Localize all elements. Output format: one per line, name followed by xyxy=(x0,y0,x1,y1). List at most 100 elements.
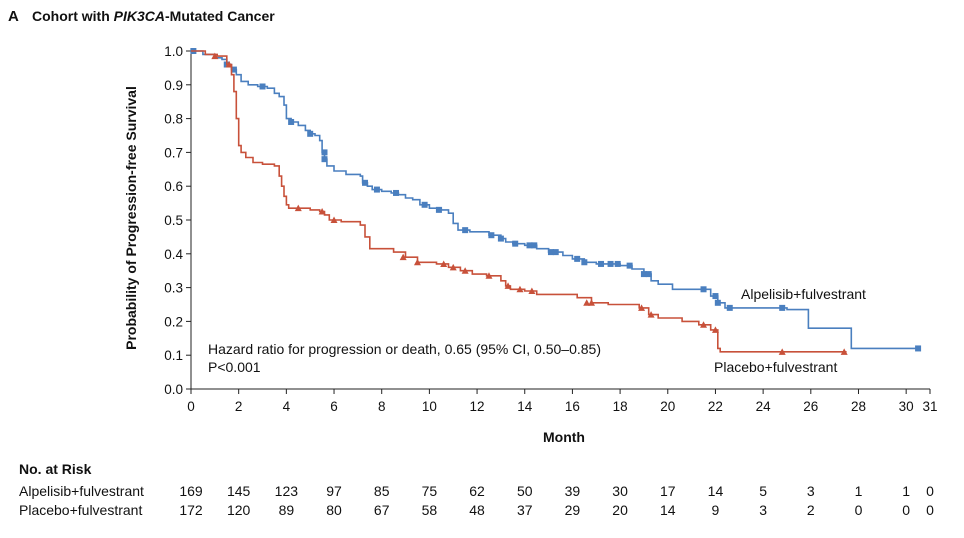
x-tick-label: 28 xyxy=(851,399,866,414)
risk-value: 17 xyxy=(660,483,676,499)
censor-mark-placebo xyxy=(840,348,848,355)
x-tick-label: 12 xyxy=(470,399,485,414)
x-tick-label: 24 xyxy=(756,399,772,414)
y-tick-label: 0.7 xyxy=(164,145,183,160)
censor-mark-placebo xyxy=(449,263,457,271)
series-label-placebo: Placebo+fulvestrant xyxy=(714,359,837,375)
censor-mark-alpelisib xyxy=(307,130,314,137)
censor-mark-alpelisib xyxy=(714,299,721,306)
censor-mark-alpelisib xyxy=(321,149,328,156)
chart-title-part-3: -Mutated Cancer xyxy=(165,8,275,24)
risk-value: 0 xyxy=(902,502,910,518)
censor-mark-placebo xyxy=(778,348,786,355)
risk-value: 0 xyxy=(855,502,863,518)
risk-value: 14 xyxy=(660,502,676,518)
risk-value: 169 xyxy=(179,483,203,499)
censor-mark-placebo xyxy=(647,311,655,318)
risk-value: 37 xyxy=(517,502,533,518)
series-line-placebo xyxy=(191,50,847,353)
risk-value: 9 xyxy=(712,502,720,518)
y-tick-label: 0.0 xyxy=(164,382,183,397)
x-tick-label: 2 xyxy=(235,399,243,414)
y-axis-title: Probability of Progression-free Survival xyxy=(123,86,139,350)
risk-value: 1 xyxy=(855,483,863,499)
y-tick-label: 0.1 xyxy=(164,348,183,363)
censor-mark-alpelisib xyxy=(512,240,519,247)
censor-mark-alpelisib xyxy=(779,304,786,311)
censor-mark-placebo xyxy=(583,299,591,306)
x-tick-label: 22 xyxy=(708,399,723,414)
risk-value: 75 xyxy=(422,483,438,499)
risk-table-heading: No. at Risk xyxy=(19,461,92,477)
risk-row-label-placebo: Placebo+fulvestrant xyxy=(19,502,142,518)
risk-value: 5 xyxy=(759,483,767,499)
x-tick-label: 18 xyxy=(613,399,628,414)
risk-value: 39 xyxy=(565,483,581,499)
censor-mark-placebo xyxy=(700,321,708,328)
censor-mark-alpelisib xyxy=(712,293,719,300)
y-tick-label: 0.3 xyxy=(164,281,183,296)
risk-value: 67 xyxy=(374,502,390,518)
censor-mark-alpelisib xyxy=(626,262,633,269)
censor-mark-alpelisib xyxy=(607,260,614,267)
censor-mark-placebo xyxy=(504,282,512,289)
chart-title: Cohort with PIK3CA-Mutated Cancer xyxy=(32,8,275,24)
p-value-annotation: P<0.001 xyxy=(208,359,261,375)
censor-mark-placebo xyxy=(294,204,302,212)
censor-mark-alpelisib xyxy=(547,249,554,256)
x-tick-label: 6 xyxy=(330,399,338,414)
risk-value: 172 xyxy=(179,502,203,518)
censor-mark-alpelisib xyxy=(526,242,533,249)
risk-value: 14 xyxy=(708,483,724,499)
censor-mark-placebo xyxy=(461,267,469,274)
series-label-alpelisib: Alpelisib+fulvestrant xyxy=(741,286,866,302)
risk-value: 20 xyxy=(612,502,628,518)
censor-mark-placebo xyxy=(587,299,595,306)
censor-mark-alpelisib xyxy=(230,66,237,73)
censor-mark-placebo xyxy=(711,326,719,333)
censor-mark-alpelisib xyxy=(726,304,733,311)
censor-mark-alpelisib xyxy=(288,118,295,125)
risk-value: 2 xyxy=(807,502,815,518)
series-line-alpelisib xyxy=(191,50,919,350)
y-tick-label: 0.5 xyxy=(164,213,183,228)
censor-mark-placebo xyxy=(485,272,493,279)
x-tick-label: 26 xyxy=(803,399,818,414)
risk-value: 80 xyxy=(326,502,342,518)
hazard-ratio-annotation: Hazard ratio for progression or death, 0… xyxy=(208,341,601,357)
censor-mark-placebo xyxy=(440,260,448,267)
y-tick-label: 0.9 xyxy=(164,78,183,93)
censor-mark-placebo xyxy=(528,287,536,294)
y-tick-label: 0.6 xyxy=(164,179,183,194)
x-tick-label: 30 xyxy=(899,399,914,414)
censor-mark-alpelisib xyxy=(581,259,588,266)
censor-mark-placebo xyxy=(638,304,646,311)
risk-value: 85 xyxy=(374,483,390,499)
risk-value: 58 xyxy=(422,502,438,518)
risk-value: 123 xyxy=(275,483,299,499)
risk-value: 50 xyxy=(517,483,533,499)
x-tick-label: 14 xyxy=(517,399,533,414)
censor-mark-placebo xyxy=(330,216,338,223)
risk-value: 89 xyxy=(279,502,295,518)
censor-mark-alpelisib xyxy=(435,206,442,213)
censor-mark-alpelisib xyxy=(915,345,922,352)
censor-mark-alpelisib xyxy=(552,249,559,256)
censor-mark-placebo xyxy=(516,285,524,293)
censor-mark-placebo xyxy=(318,208,326,215)
y-tick-label: 0.2 xyxy=(164,314,183,329)
x-tick-label: 0 xyxy=(187,399,195,414)
risk-value: 30 xyxy=(612,483,628,499)
censor-mark-placebo xyxy=(399,253,407,261)
risk-value: 120 xyxy=(227,502,251,518)
censor-mark-alpelisib xyxy=(373,186,380,193)
risk-value: 29 xyxy=(565,502,581,518)
risk-value: 48 xyxy=(469,502,485,518)
risk-value: 1 xyxy=(902,483,910,499)
censor-mark-alpelisib xyxy=(531,242,538,249)
x-tick-label: 20 xyxy=(660,399,675,414)
censor-mark-placebo xyxy=(225,61,233,68)
